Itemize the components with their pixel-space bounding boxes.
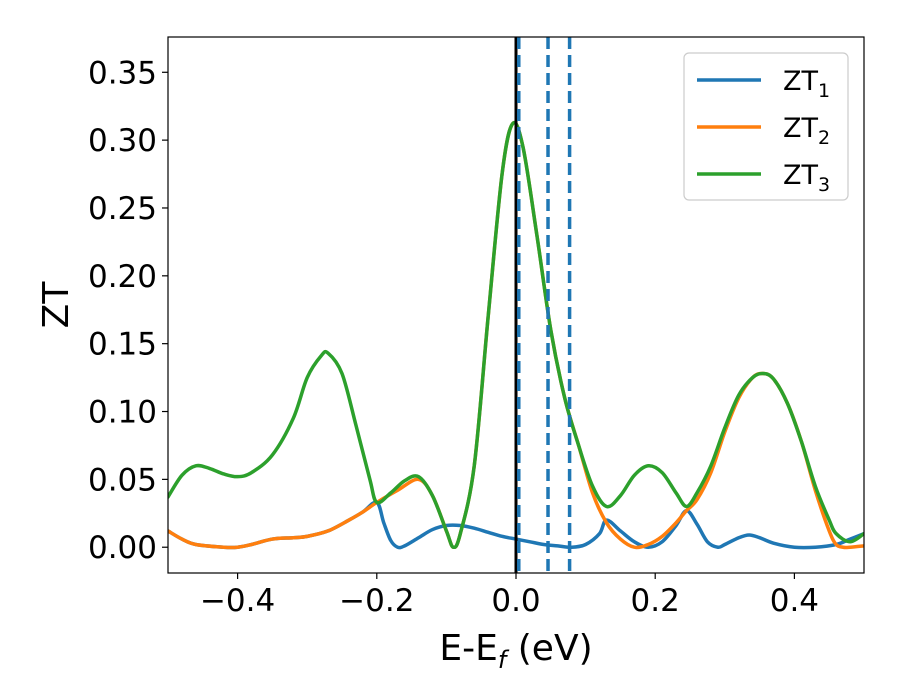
- legend-label-zt1: ZT1: [783, 66, 830, 102]
- y-axis-title: ZT: [36, 281, 77, 329]
- vertical-lines: [514, 37, 572, 573]
- y-tick-label: 0.00: [88, 530, 157, 566]
- legend-label-zt3: ZT3: [783, 160, 830, 196]
- legend: ZT1 ZT2 ZT3: [683, 52, 849, 201]
- series-line-zt3: [168, 121, 864, 550]
- x-axis-title-unit: (eV): [506, 628, 592, 669]
- legend-label-zt2: ZT2: [783, 113, 830, 149]
- x-tick-label: −0.4: [200, 583, 275, 619]
- x-axis-title: E-Ef (eV): [439, 628, 592, 674]
- series-layer: [168, 121, 864, 550]
- y-tick-label: 0.10: [88, 395, 157, 431]
- y-tick-label: 0.30: [88, 123, 157, 159]
- y-tick-label: 0.20: [88, 259, 157, 295]
- x-tick-label: 0.4: [770, 583, 819, 619]
- x-tick-label: 0.2: [631, 583, 680, 619]
- y-tick-label: 0.35: [88, 55, 157, 91]
- legend-box: [683, 52, 849, 201]
- x-axis: −0.4 −0.2 0.0 0.2 0.4: [200, 573, 819, 619]
- x-tick-label: 0.0: [491, 583, 540, 619]
- y-tick-label: 0.05: [88, 462, 157, 498]
- x-tick-label: −0.2: [339, 583, 414, 619]
- y-tick-label: 0.25: [88, 191, 157, 227]
- y-tick-label: 0.15: [88, 327, 157, 363]
- x-axis-title-main: E-E: [439, 628, 497, 669]
- y-axis: 0.00 0.05 0.10 0.15 0.20 0.25 0.30 0.35: [88, 55, 168, 566]
